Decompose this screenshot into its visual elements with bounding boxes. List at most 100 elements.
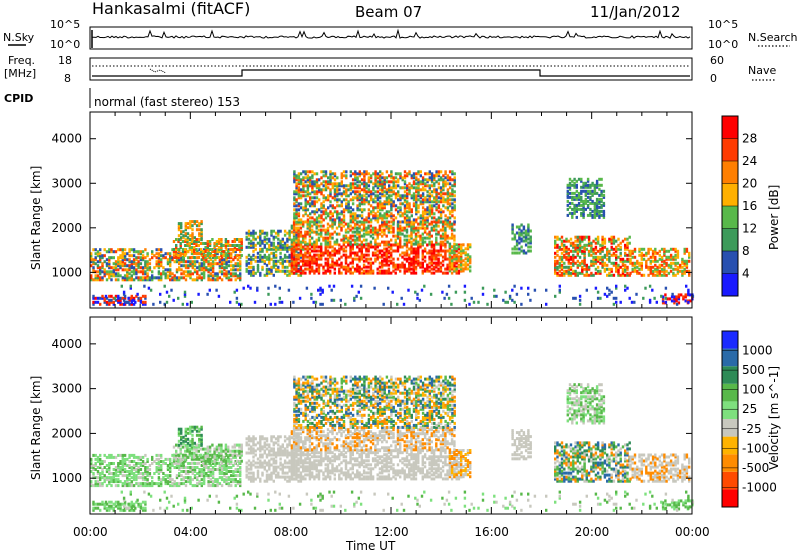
range-gate-cell	[419, 238, 422, 242]
range-gate-cell	[121, 258, 124, 262]
range-gate-cell	[327, 194, 330, 198]
range-gate-cell	[181, 250, 185, 253]
range-gate-cell	[651, 249, 655, 253]
range-gate-cell	[207, 268, 210, 272]
range-gate-cell	[466, 255, 470, 259]
range-gate-cell	[581, 251, 584, 255]
range-gate-cell	[376, 190, 380, 194]
range-gate-cell	[170, 288, 173, 292]
range-gate-cell	[297, 194, 301, 198]
range-gate-cell	[681, 265, 684, 269]
range-gate-cell	[358, 202, 361, 206]
range-gate-cell	[360, 267, 363, 271]
range-gate-cell	[663, 261, 666, 265]
range-gate-cell	[428, 172, 431, 176]
range-gate-cell	[252, 273, 255, 277]
range-gate-cell	[112, 268, 115, 272]
range-gate-cell	[179, 242, 182, 245]
range-gate-cell	[455, 247, 458, 251]
range-gate-cell	[295, 190, 298, 194]
range-gate-cell	[390, 247, 393, 251]
range-gate-cell	[259, 235, 262, 239]
range-gate-cell	[209, 278, 212, 282]
range-gate-cell	[416, 292, 419, 296]
range-gate-cell	[441, 226, 445, 230]
range-gate-cell	[344, 234, 348, 238]
range-gate-cell	[365, 218, 368, 222]
range-gate-cell	[406, 210, 409, 214]
range-gate-cell	[598, 197, 601, 201]
range-gate-cell	[211, 260, 215, 264]
range-gate-cell	[453, 172, 456, 176]
range-gate-cell	[302, 222, 305, 226]
range-gate-cell	[376, 204, 380, 208]
range-gate-cell	[114, 298, 118, 302]
range-gate-cell	[340, 218, 343, 222]
range-gate-cell	[130, 466, 133, 469]
range-gate-cell	[469, 269, 472, 273]
range-gate-cell	[601, 239, 604, 243]
range-gate-cell	[277, 237, 280, 241]
range-gate-cell	[667, 257, 671, 261]
range-gate-cell	[120, 284, 123, 288]
range-gate-cell	[356, 228, 359, 232]
range-gate-cell	[151, 252, 154, 256]
range-gate-cell	[283, 243, 287, 247]
range-gate-cell	[114, 268, 118, 272]
range-gate-cell	[317, 257, 321, 261]
range-gate-cell	[99, 460, 102, 463]
range-gate-cell	[390, 245, 393, 249]
range-gate-cell	[462, 243, 465, 247]
range-gate-cell	[408, 210, 411, 214]
range-gate-cell	[315, 259, 318, 263]
range-gate-cell	[376, 184, 380, 188]
range-gate-cell	[256, 267, 260, 271]
range-gate-cell	[172, 298, 175, 302]
range-gate-cell	[439, 198, 443, 202]
range-gate-cell	[349, 236, 352, 240]
range-gate-cell	[437, 251, 440, 255]
range-gate-cell	[96, 476, 100, 480]
range-gate-cell	[320, 204, 323, 208]
range-gate-cell	[227, 242, 230, 245]
range-gate-cell	[191, 224, 194, 228]
range-gate-cell	[437, 186, 441, 190]
range-gate-cell	[331, 232, 334, 236]
range-gate-cell	[349, 255, 352, 259]
range-gate-cell	[457, 243, 461, 247]
range-gate-cell	[665, 269, 668, 273]
range-gate-cell	[374, 226, 377, 230]
range-gate-cell	[213, 244, 216, 247]
range-gate-cell	[320, 182, 323, 186]
range-gate-cell	[338, 224, 341, 228]
range-gate-cell	[169, 270, 172, 274]
range-gate-cell	[412, 204, 416, 208]
range-gate-cell	[569, 243, 573, 247]
range-gate-cell	[359, 296, 363, 300]
range-gate-cell	[578, 239, 582, 243]
range-gate-cell	[446, 182, 450, 186]
range-gate-cell	[327, 176, 330, 180]
range-gate-cell	[151, 480, 154, 484]
range-gate-cell	[99, 276, 102, 280]
range-gate-cell	[405, 224, 409, 228]
range-gate-cell	[349, 245, 352, 249]
range-gate-cell	[599, 251, 602, 255]
range-gate-cell	[340, 261, 343, 265]
range-gate-cell	[617, 247, 620, 251]
range-gate-cell	[128, 298, 131, 302]
range-gate-cell	[385, 198, 389, 202]
range-gate-cell	[633, 249, 637, 253]
range-gate-cell	[439, 247, 443, 251]
range-gate-cell	[245, 237, 248, 241]
range-gate-cell	[189, 274, 192, 278]
range-gate-cell	[335, 240, 339, 244]
range-gate-cell	[146, 274, 149, 278]
range-gate-cell	[333, 242, 336, 246]
range-gate-cell	[654, 249, 657, 253]
range-gate-cell	[297, 204, 301, 208]
range-gate-cell	[331, 218, 334, 222]
range-gate-cell	[105, 302, 109, 306]
range-gate-cell	[563, 271, 566, 275]
range-gate-cell	[113, 296, 117, 300]
